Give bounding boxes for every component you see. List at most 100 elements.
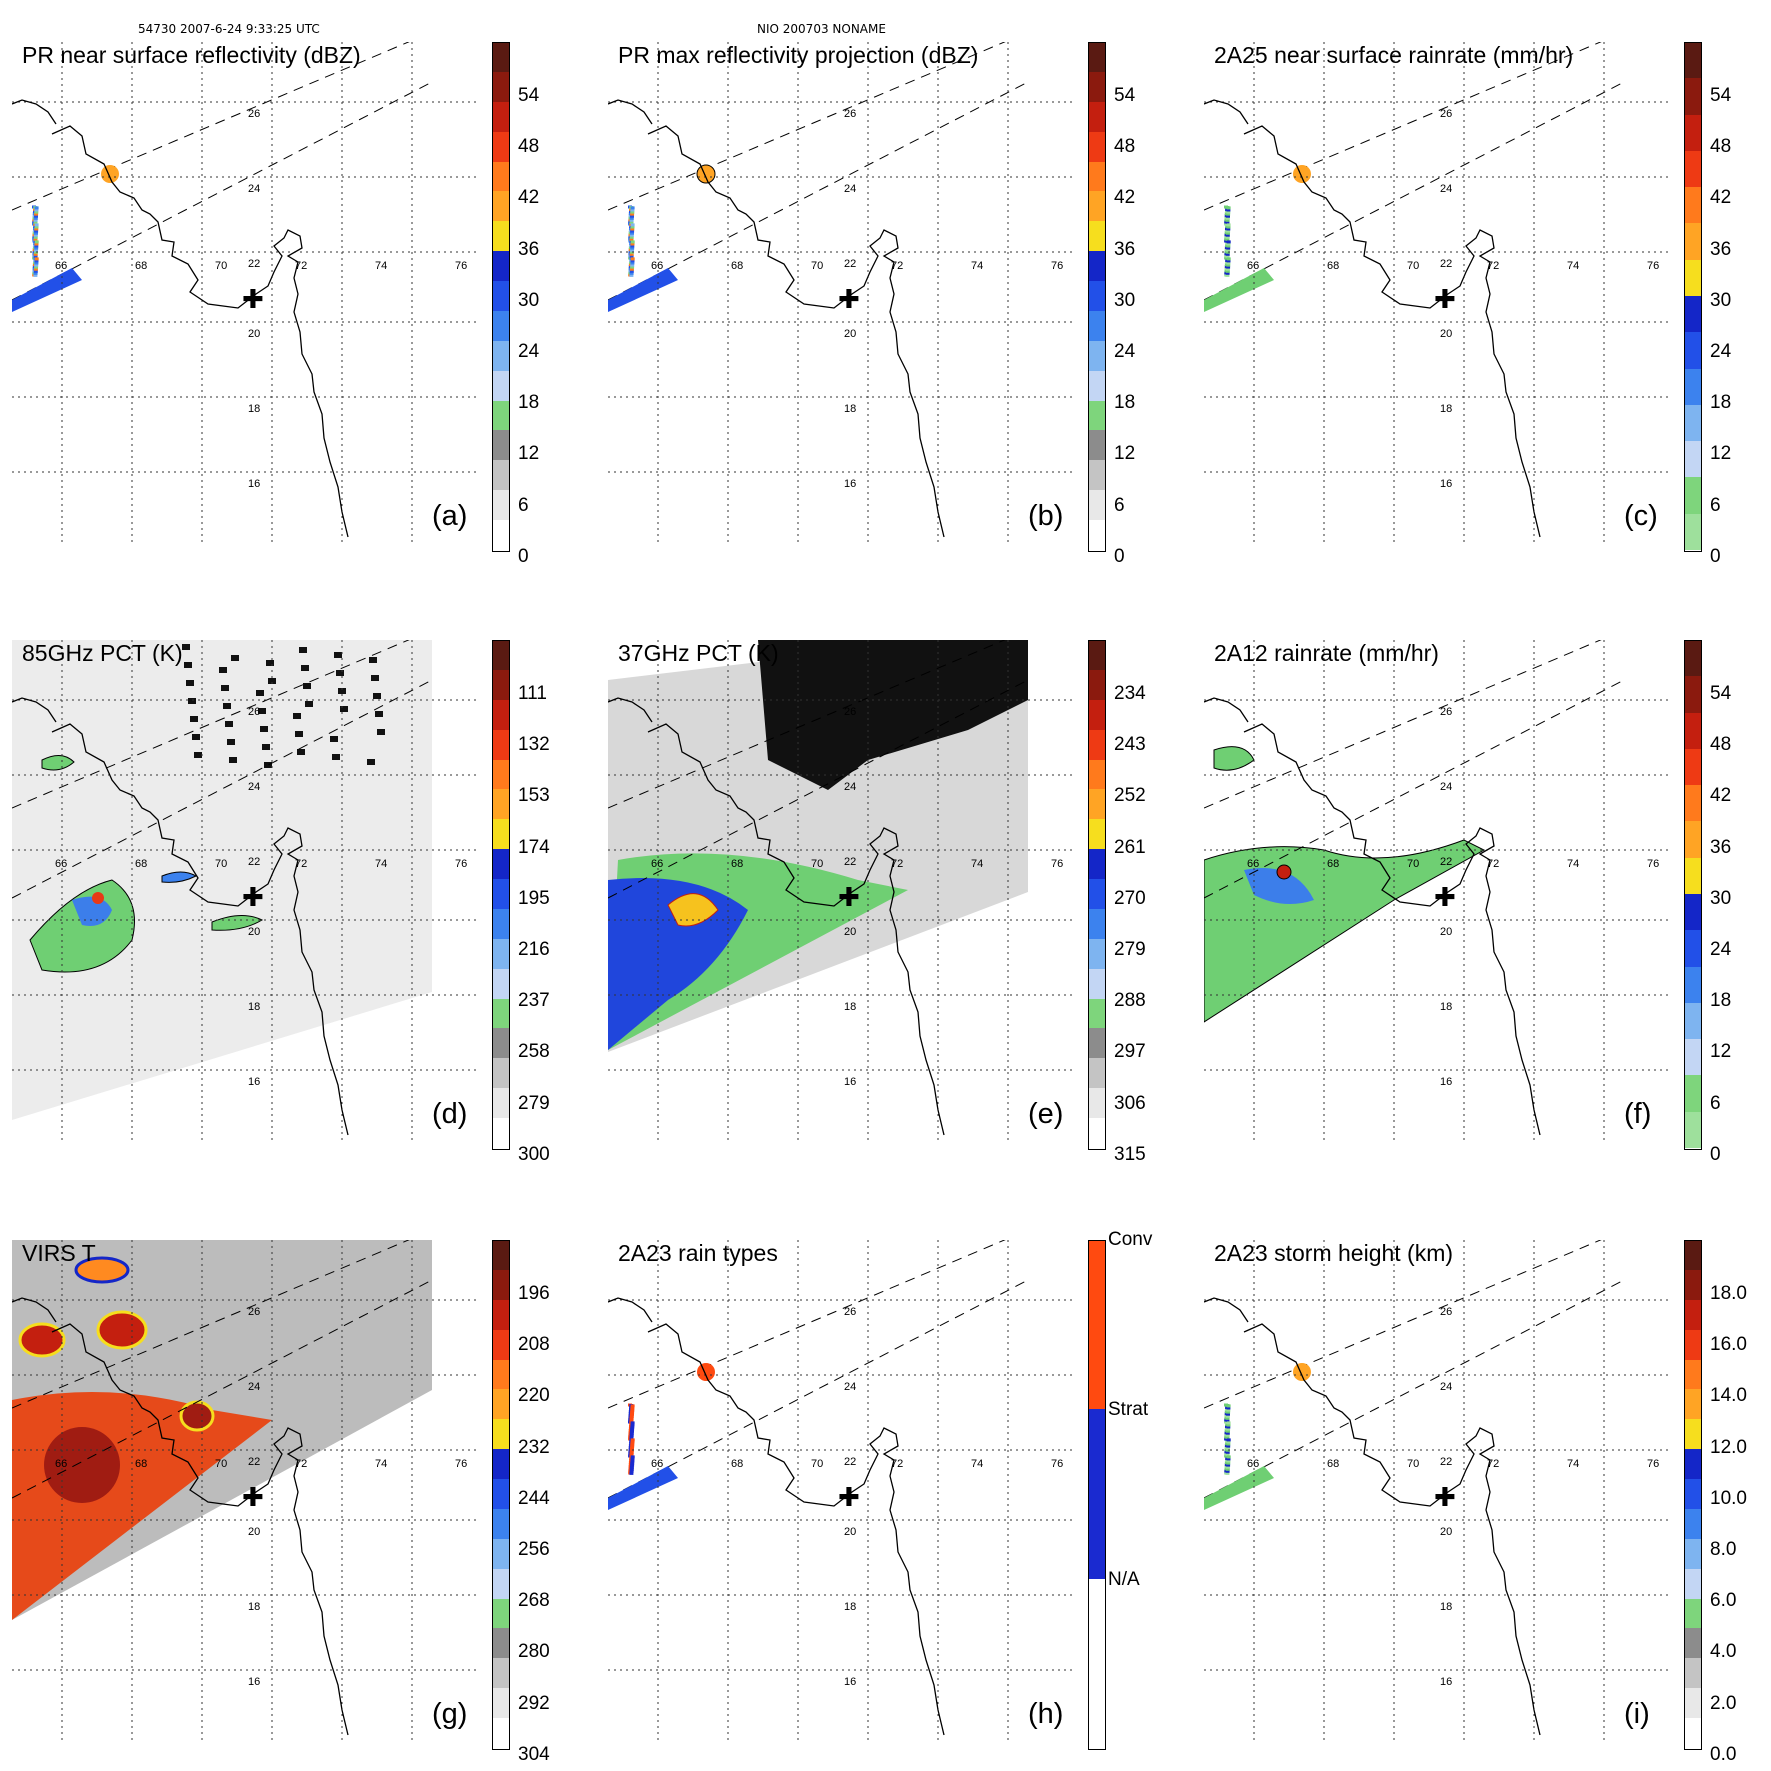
map-area [608,640,1076,1143]
rain-pixel [1225,273,1230,277]
convective-region [29,879,135,973]
rain-pixel [1226,246,1231,250]
rain-pixel [33,250,38,254]
lat-label: 18 [1440,403,1453,415]
colorbar-swatch [1684,187,1702,224]
colorbar-swatch [492,879,510,910]
lon-label: 72 [295,1458,308,1470]
colorbar-ticks: 234 243 252 261 270 279 288 297 306 315 [1114,640,1174,1165]
colorbar-tick-label: 6 [1710,494,1721,516]
panel-title: 2A12 rainrate (mm/hr) [1214,640,1439,666]
rain-pixel [630,206,635,210]
rain-pixel [630,1438,635,1442]
lon-label: 66 [651,858,664,870]
colorbar-swatch [1684,296,1702,333]
colorbar-swatch [1088,849,1106,880]
colorbar-swatch [1088,640,1106,671]
colorbar-swatch [1088,191,1106,222]
cell-kutch [161,871,198,883]
rain-pixel [33,233,38,237]
map-canvas [1204,640,1672,1143]
rain-pixel [1225,1471,1230,1475]
colorbar-swatch [1088,908,1106,940]
pr-swath [608,82,1028,322]
colorbar-swatch [1684,441,1702,478]
warm-pixel [262,744,270,750]
warm-pixel [293,713,301,719]
lat-label: 22 [844,258,857,270]
lat-label: 16 [844,1076,857,1088]
colorbar-tick-label: 12 [518,443,540,465]
rain-pixel [630,1425,635,1429]
rain-pixel [629,267,634,271]
rain-pixel [630,1455,635,1459]
rain-pixel [34,261,39,265]
coastline-sindh [12,99,57,125]
map-canvas [12,1240,480,1743]
lat-label: 16 [1440,1076,1453,1088]
colorbar-swatch [1684,748,1702,786]
colorbar-tick-label: 297 [1114,1041,1146,1063]
map-area [608,42,1076,545]
colorbar-tick-label: 24 [1710,939,1732,960]
colorbar-tick-label: 12 [1710,1041,1732,1063]
swath-edge-north [608,42,1006,211]
rain-pixel [34,257,39,261]
colorbar-swatch [492,400,510,431]
rain-pixel [34,240,39,244]
lon-label: 70 [811,1458,824,1470]
colorbar-tick-label: 12.0 [1710,1436,1747,1458]
colorbar-tick-label: 18 [1710,990,1732,1012]
kutch-storm-cell [697,1363,715,1381]
map-area [608,1240,1076,1743]
colorbar-tick-label: 42 [1710,785,1732,807]
colorbar-swatch [1684,640,1702,677]
coastline-sindh [12,1297,57,1323]
panel-label: (g) [432,1698,468,1730]
colorbar-tick-label: 54 [1710,85,1732,106]
warm-pixel [184,662,192,668]
rain-pixel [33,220,38,224]
rain-pixel [630,1410,635,1414]
colorbar-swatch [1684,1039,1702,1076]
colorbar-swatch [492,729,510,761]
colorbar-swatch [1684,1598,1702,1629]
rain-pixel [1226,231,1230,235]
warm-pixel [221,685,229,691]
panel-title: 2A23 rain types [618,1240,778,1266]
colorbar-swatch [492,669,510,701]
colorbar-tick-label: 36 [1710,238,1732,260]
colorbar-tick-label: 54 [1710,683,1732,704]
core-37 [667,893,719,927]
colorbar-tick-label: 279 [1114,939,1146,960]
rain-pixel [630,1463,635,1467]
sw-rain-band [1204,268,1274,312]
lat-label: 16 [1440,1676,1453,1688]
colorbar-tick-label: 196 [518,1283,550,1304]
colorbar-swatch [492,191,510,222]
rain-pixel [33,273,38,277]
map-panel-c: 26 24 22 20 18 16 66 68 70 72 74 76 ✚ 2A25 near surfa… [1192,0,1731,567]
colorbar-tick-label: 14.0 [1710,1385,1747,1407]
rain-pixel [629,273,634,277]
colorbar-tick-label: 36 [1710,836,1732,858]
colorbar-swatch [1684,1688,1702,1719]
colorbar-swatch [1684,1269,1702,1301]
lon-label: 74 [1567,1458,1580,1470]
colorbar-swatch [492,1269,510,1301]
lat-label: 16 [248,1676,261,1688]
lat-label: 24 [1440,781,1453,793]
rain-pixel [629,1465,634,1469]
rain-pixel [1226,1412,1230,1416]
colorbar-tick-label: 12 [1710,443,1732,465]
colorbar-swatch [492,1598,510,1629]
colorbar-swatch [1684,150,1702,188]
map-area [12,42,480,545]
colorbar-tick-label: 18.0 [1710,1283,1747,1304]
rain-pixel [33,267,38,271]
colorbar-tick-label: 42 [518,187,540,209]
warm-pixel [334,652,342,658]
lat-label: 18 [1440,1601,1453,1613]
lat-label: 22 [1440,1456,1453,1468]
rain-pixel [630,1442,635,1446]
